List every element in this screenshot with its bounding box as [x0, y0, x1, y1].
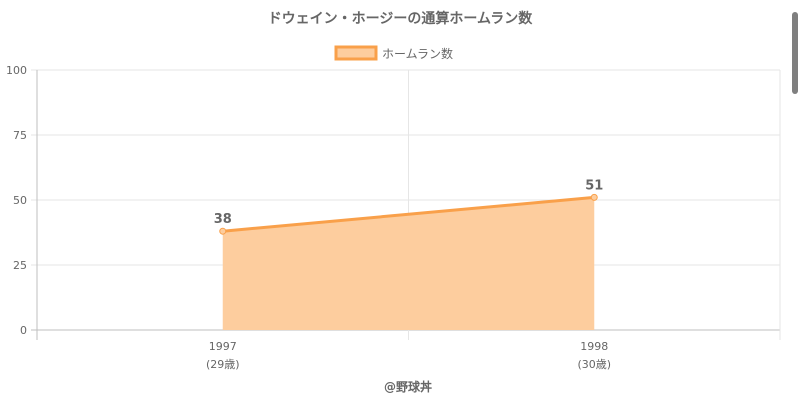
- chart-title: ドウェイン・ホージーの通算ホームラン数: [268, 10, 534, 27]
- plot-area: 0 25 50 75 100 1997 (29歳) 1998 (30歳) 38 51: [6, 64, 781, 371]
- y-tick-label: 75: [13, 129, 27, 142]
- x-tick-label: 1998: [580, 340, 608, 353]
- y-tick-label: 25: [13, 259, 27, 272]
- data-label: 38: [214, 212, 232, 227]
- x-tick-label: 1997: [209, 340, 237, 353]
- series-line: [222, 195, 595, 233]
- legend-label: ホームラン数: [382, 46, 453, 61]
- y-tick-label: 50: [13, 194, 27, 207]
- series-area: [222, 197, 595, 330]
- y-tick-label: 100: [6, 64, 27, 77]
- x-tick-sublabel: (30歳): [577, 358, 611, 371]
- credit-label: @野球丼: [384, 379, 432, 394]
- data-point[interactable]: [219, 227, 227, 235]
- legend-swatch: [334, 45, 378, 61]
- y-tick-label: 0: [20, 324, 27, 337]
- data-point[interactable]: [590, 193, 598, 201]
- legend[interactable]: ホームラン数: [334, 45, 453, 61]
- x-tick-sublabel: (29歳): [206, 358, 240, 371]
- data-label: 51: [585, 178, 603, 193]
- scrollbar-thumb[interactable]: [792, 12, 798, 94]
- scrollbar[interactable]: [788, 0, 800, 400]
